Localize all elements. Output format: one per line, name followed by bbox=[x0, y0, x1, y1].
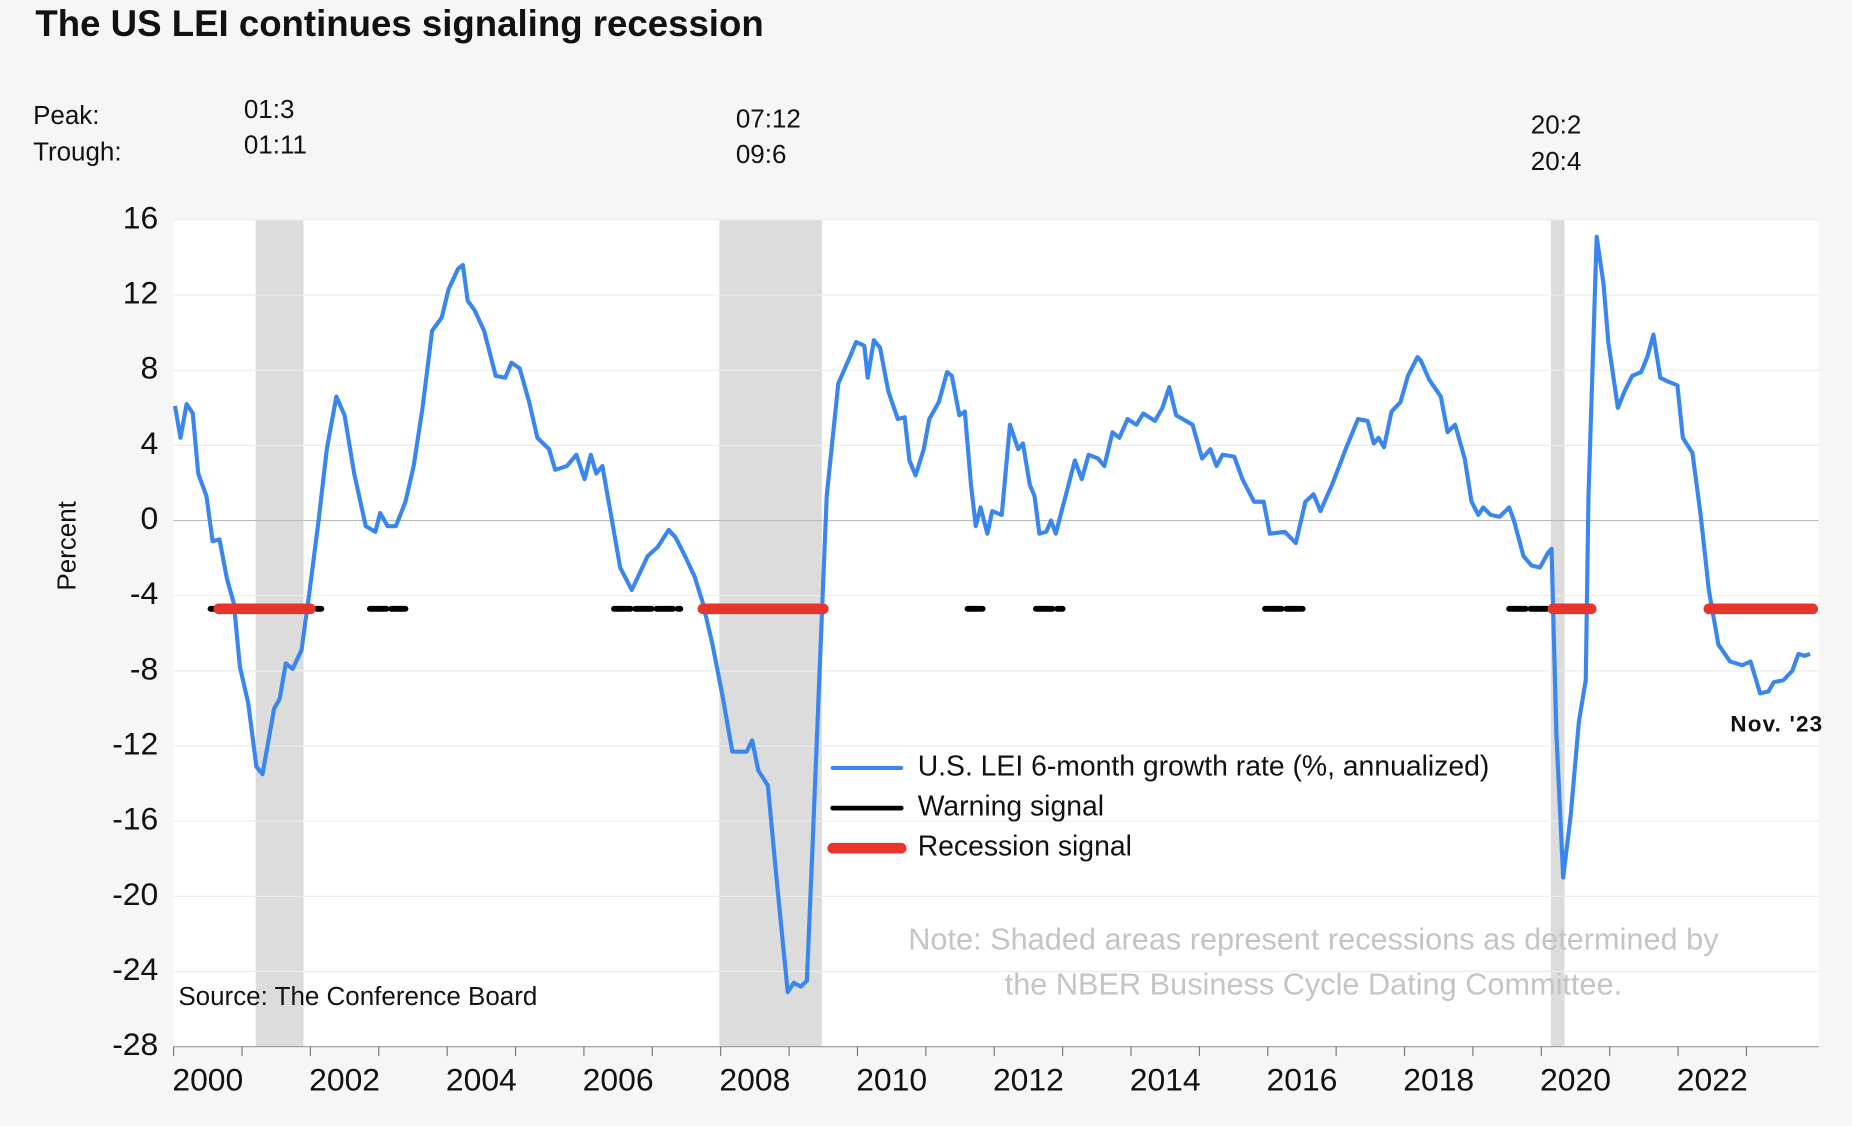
legend-label: U.S. LEI 6-month growth rate (%, annuali… bbox=[918, 750, 1490, 782]
x-tick-label: 2020 bbox=[1540, 1062, 1611, 1098]
y-tick-label: -28 bbox=[112, 1026, 158, 1062]
source-note: Source: The Conference Board bbox=[178, 981, 537, 1011]
legend-label: Warning signal bbox=[918, 791, 1104, 823]
x-tick-label: 2016 bbox=[1266, 1062, 1337, 1098]
y-tick-label: -24 bbox=[112, 951, 158, 987]
y-tick-label: -20 bbox=[112, 876, 158, 912]
legend-label: Recession signal bbox=[918, 831, 1132, 863]
recession-shade bbox=[255, 219, 304, 1047]
x-tick-label: 2002 bbox=[309, 1062, 380, 1098]
y-tick-label: -16 bbox=[112, 801, 158, 837]
plot-area bbox=[173, 219, 1819, 1047]
peak-date: 20:2 bbox=[1531, 109, 1582, 139]
trough-date: 01:11 bbox=[244, 130, 307, 160]
peak-label: Peak: bbox=[33, 100, 99, 130]
peak-date: 01:3 bbox=[244, 94, 295, 124]
data-line bbox=[172, 234, 1811, 995]
y-tick-label: 16 bbox=[123, 199, 158, 235]
y-tick-label: 8 bbox=[141, 350, 159, 386]
recession-shade bbox=[719, 219, 822, 1047]
x-tick-label: 2012 bbox=[993, 1062, 1064, 1098]
x-tick-label: 2018 bbox=[1403, 1062, 1474, 1098]
x-tick-label: 2010 bbox=[856, 1062, 927, 1098]
x-tick-label: 2000 bbox=[172, 1062, 243, 1098]
y-tick-label: -12 bbox=[112, 725, 158, 761]
y-tick-label: -4 bbox=[130, 575, 158, 611]
x-tick-label: 2004 bbox=[446, 1062, 517, 1098]
note-line: Note: Shaded areas represent recessions … bbox=[908, 922, 1719, 957]
chart-title: The US LEI continues signaling recession bbox=[35, 3, 763, 44]
x-tick-label: 2006 bbox=[583, 1062, 654, 1098]
y-tick-label: 4 bbox=[141, 425, 159, 461]
trough-date: 20:4 bbox=[1531, 146, 1582, 176]
note-line: the NBER Business Cycle Dating Committee… bbox=[1005, 967, 1622, 1002]
trough-date: 09:6 bbox=[736, 139, 787, 169]
x-tick-label: 2014 bbox=[1130, 1062, 1201, 1098]
y-tick-label: 12 bbox=[123, 274, 158, 310]
end-label: Nov. '23 bbox=[1730, 711, 1823, 736]
y-axis-label: Percent bbox=[51, 500, 81, 590]
y-tick-label: -8 bbox=[130, 650, 158, 686]
y-tick-label: 0 bbox=[141, 500, 159, 536]
peak-date: 07:12 bbox=[736, 104, 801, 134]
trough-label: Trough: bbox=[33, 137, 122, 167]
x-tick-label: 2008 bbox=[719, 1062, 790, 1098]
x-tick-label: 2022 bbox=[1677, 1062, 1748, 1098]
